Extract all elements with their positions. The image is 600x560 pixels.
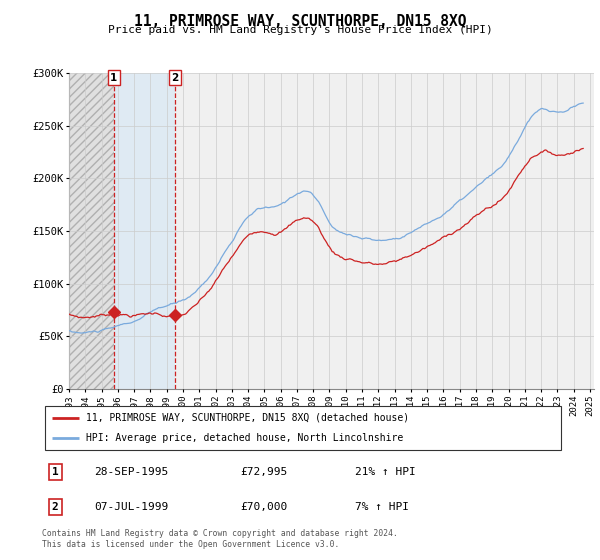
Text: 1: 1 xyxy=(52,467,58,477)
Bar xyxy=(114,73,175,389)
Text: 07-JUL-1999: 07-JUL-1999 xyxy=(94,502,169,512)
Text: 2: 2 xyxy=(52,502,58,512)
Text: Contains HM Land Registry data © Crown copyright and database right 2024.
This d: Contains HM Land Registry data © Crown c… xyxy=(42,529,398,549)
Text: £72,995: £72,995 xyxy=(241,467,287,477)
Text: Price paid vs. HM Land Registry's House Price Index (HPI): Price paid vs. HM Land Registry's House … xyxy=(107,25,493,35)
Bar xyxy=(69,73,114,389)
Text: 7% ↑ HPI: 7% ↑ HPI xyxy=(355,502,409,512)
Text: 1: 1 xyxy=(110,73,118,83)
Text: £70,000: £70,000 xyxy=(241,502,287,512)
Text: 28-SEP-1995: 28-SEP-1995 xyxy=(94,467,169,477)
FancyBboxPatch shape xyxy=(44,406,562,450)
Text: HPI: Average price, detached house, North Lincolnshire: HPI: Average price, detached house, Nort… xyxy=(86,433,404,443)
Text: 2: 2 xyxy=(171,73,178,83)
Text: 21% ↑ HPI: 21% ↑ HPI xyxy=(355,467,416,477)
Text: 11, PRIMROSE WAY, SCUNTHORPE, DN15 8XQ: 11, PRIMROSE WAY, SCUNTHORPE, DN15 8XQ xyxy=(134,14,466,29)
Text: 11, PRIMROSE WAY, SCUNTHORPE, DN15 8XQ (detached house): 11, PRIMROSE WAY, SCUNTHORPE, DN15 8XQ (… xyxy=(86,413,409,423)
